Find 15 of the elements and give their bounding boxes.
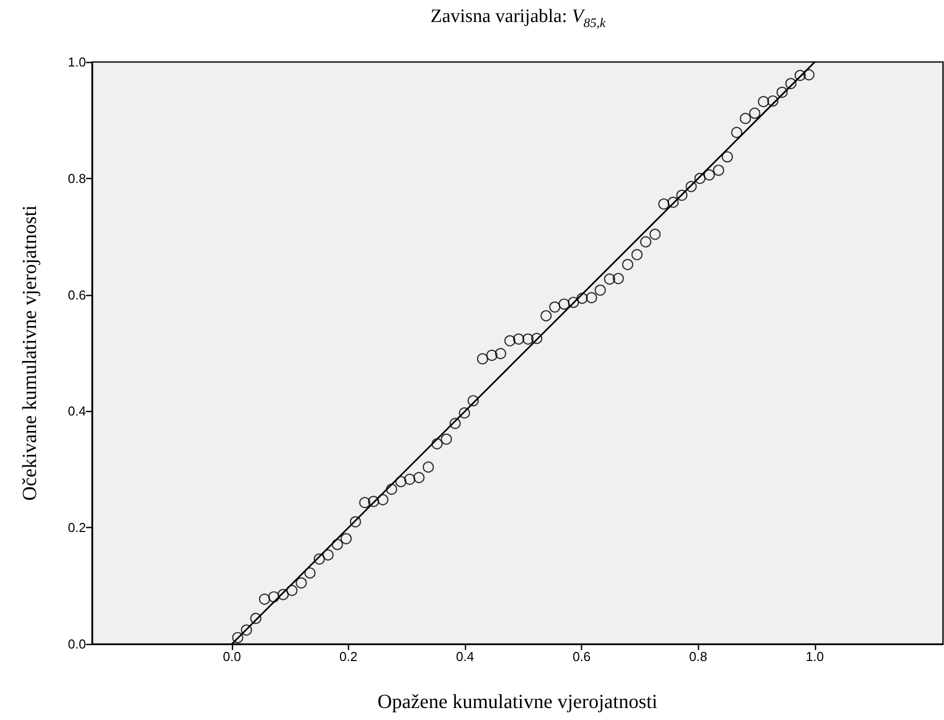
y-tick-label: 0.4 [68,404,86,419]
y-tick-label: 0.0 [68,636,86,652]
y-tick-label: 0.2 [68,520,86,536]
x-tick-label: 0.8 [689,649,708,664]
y-tick-label: 1.0 [68,54,86,70]
x-tick-label: 0.0 [222,649,241,664]
x-tick-label: 0.6 [572,649,591,664]
y-tick-label: 0.6 [68,287,86,302]
chart-title: Zavisna varijabla: V$_{85,k}$ [429,5,607,32]
x-tick-label: 1.0 [806,649,824,664]
y-tick-label: 0.8 [68,170,86,186]
x-tick-label: 0.4 [456,649,474,664]
x-axis-title: Opažene kumulativne vjerojatnosti [378,691,658,713]
y-axis-title: Očekivane kumulativne vjerojatnosti [19,204,41,501]
x-tick-label: 0.2 [339,649,358,664]
